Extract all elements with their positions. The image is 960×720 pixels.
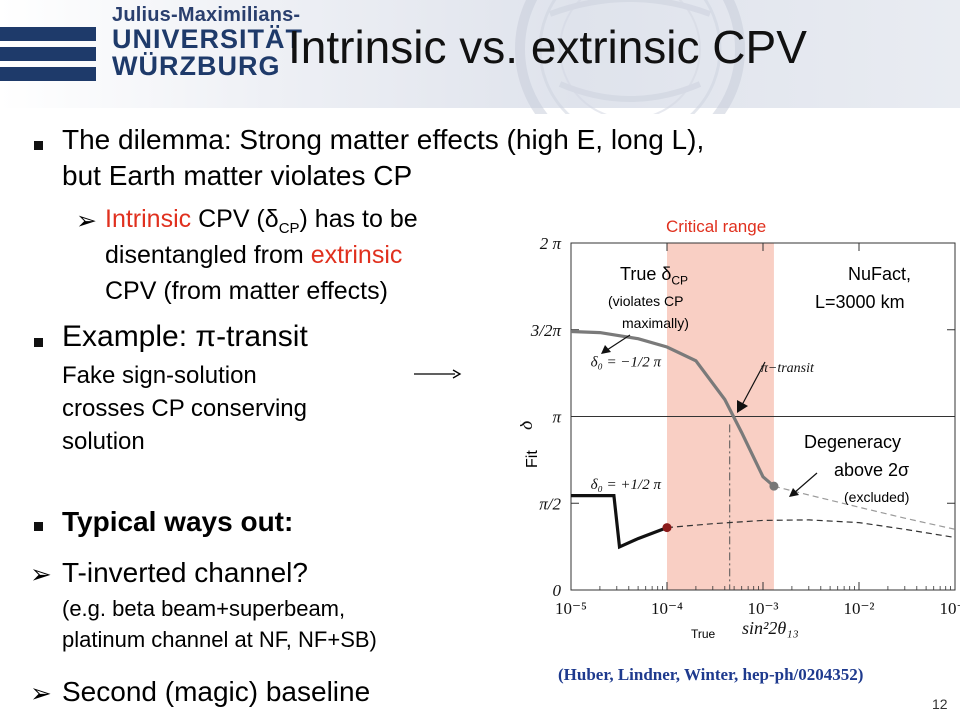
bullet-1-line1: The dilemma: Strong matter effects (high… <box>62 124 705 155</box>
t-inverted-line1: T-inverted channel? <box>62 557 308 588</box>
curve-label-1: δ₀ = +1/2 π <box>591 477 662 493</box>
header-banner: Julius-Maximilians- UNIVERSITÄT WÜRZBURG… <box>0 0 960 114</box>
sub-bullet-line3: CPV (from matter effects) <box>105 277 388 305</box>
x-tick-label: 10⁻¹ <box>939 599 960 618</box>
pointer-arrow-icon <box>414 369 462 379</box>
arrow-bullet-icon: ➢ <box>76 207 97 235</box>
sub1-line2-a: disentangled from <box>105 241 311 269</box>
bullet-2-line3: crosses CP conserving <box>62 395 307 422</box>
curve-label-2: π−transit <box>761 361 815 376</box>
sub1-text-c: ) has to be <box>299 205 418 233</box>
delta-subscript: CP <box>278 220 300 237</box>
degeneracy-sigma-label: above 2σ <box>834 460 910 480</box>
university-name-top: Julius-Maximilians- <box>112 4 301 26</box>
bullet-2-line2: Fake sign-solution <box>62 362 257 389</box>
t-inverted-line3: platinum channel at NF, NF+SB) <box>62 627 377 652</box>
slide-title: Intrinsic vs. extrinsic CPV <box>288 21 807 73</box>
x-axis-label: sin²2θ₁₃ <box>742 618 799 638</box>
x-tick-label: 10⁻³ <box>747 599 778 618</box>
pi-transit-arrowhead <box>737 400 748 413</box>
excluded-label: (excluded) <box>844 489 910 505</box>
point-marker-1 <box>662 523 672 533</box>
true-delta-subscript: CP <box>671 273 689 288</box>
bullet-2-line4: solution <box>62 428 145 455</box>
university-name-line2: WÜRZBURG <box>112 51 281 81</box>
critical-range-label: Critical range <box>666 217 767 236</box>
square-bullet-icon <box>34 338 43 347</box>
square-bullet-icon <box>34 141 43 150</box>
point-marker-0 <box>769 481 779 491</box>
degeneracy-arrow <box>793 472 818 494</box>
example-text: Example: <box>62 320 196 353</box>
x-tick-label: 10⁻⁴ <box>651 599 683 618</box>
violates-cp-line2: maximally) <box>622 315 689 331</box>
page-number: 12 <box>932 696 948 712</box>
violates-cp-line1: (violates CP <box>608 293 684 309</box>
square-bullet-icon <box>34 522 43 531</box>
degeneracy-label: Degeneracy <box>804 432 902 452</box>
university-logo-mark <box>0 27 96 81</box>
university-name-line1: UNIVERSITÄT <box>112 24 304 54</box>
true-delta-text: True δ <box>620 264 672 284</box>
extrinsic-word: extrinsic <box>310 241 403 269</box>
y-axis-label: δ <box>520 420 537 430</box>
curve-label-0: δ₀ = −1/2 π <box>591 354 662 370</box>
y-tick-label: 2 π <box>540 234 562 253</box>
true-delta-label: True δCP <box>620 264 688 288</box>
true-label: True <box>691 627 716 641</box>
arrow-bullet-icon: ➢ <box>30 559 52 589</box>
bullet-2-line1: Example: π-transit <box>62 320 308 354</box>
t-inverted-line2: (e.g. beta beam+superbeam, <box>62 596 346 621</box>
nufact-label: NuFact, <box>848 264 912 284</box>
sub1-text-b: CPV ( <box>191 205 265 233</box>
university-seal-watermark <box>515 0 745 114</box>
pi-symbol: π <box>195 320 217 353</box>
intrinsic-word: Intrinsic <box>105 205 192 233</box>
transit-text: -transit <box>216 320 308 353</box>
bullet-3-text: Typical ways out: <box>62 506 294 537</box>
x-tick-label: 10⁻⁵ <box>555 599 587 618</box>
series-line-0 <box>570 329 775 488</box>
x-tick-label: 10⁻² <box>843 599 874 618</box>
series-line-1 <box>773 485 956 530</box>
sub-bullet-line2: disentangled from extrinsic <box>105 241 402 270</box>
series-line-3 <box>666 519 956 539</box>
pi-transit-arrow <box>741 361 766 406</box>
y-tick-label: π/2 <box>539 494 561 513</box>
citation: (Huber, Lindner, Winter, hep-ph/0204352) <box>558 665 864 684</box>
fit-label: Fit <box>524 450 541 468</box>
baseline-label: L=3000 km <box>815 292 905 312</box>
y-tick-label: π <box>552 408 561 427</box>
bullet-1-line2: but Earth matter violates CP <box>62 160 413 191</box>
y-tick-label: 0 <box>553 581 562 600</box>
sub-bullet-line1: Intrinsic CPV (δCP) has to be <box>105 205 418 237</box>
delta-fit-plot: 10⁻⁵ 10⁻⁴ 10⁻³ 10⁻² 10⁻¹ 0 π/2 π 3/2π 2 π δ₀ = −1/… <box>520 234 960 638</box>
true-delta-arrow <box>606 334 631 351</box>
university-name: UNIVERSITÄT WÜRZBURG <box>112 26 303 80</box>
y-tick-label: 3/2π <box>530 321 562 340</box>
degeneracy-arrowhead <box>789 488 799 497</box>
true-delta-arrowhead <box>601 345 611 354</box>
arrow-bullet-icon: ➢ <box>30 678 52 708</box>
delta-symbol: δ <box>264 205 279 233</box>
series-line-2 <box>571 494 668 550</box>
second-baseline-text: Second (magic) baseline <box>62 676 371 707</box>
